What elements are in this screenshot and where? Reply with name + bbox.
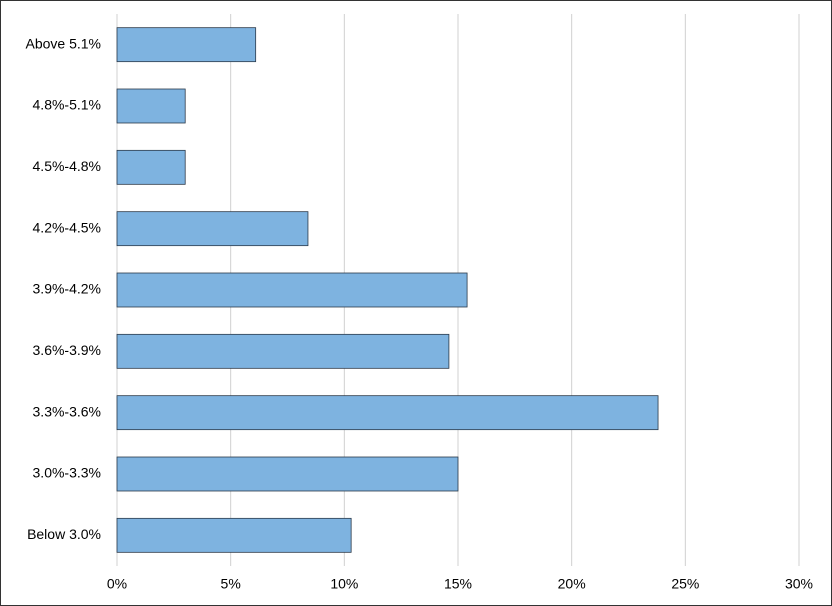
bar xyxy=(116,517,352,553)
bar xyxy=(116,88,186,124)
y-tick-label: 3.0%-3.3% xyxy=(33,465,101,481)
y-tick-label: 4.5%-4.8% xyxy=(33,158,101,174)
y-tick-label: 4.2%-4.5% xyxy=(33,219,101,235)
y-tick-label: Above 5.1% xyxy=(26,35,102,51)
bar xyxy=(116,27,257,63)
x-tick-label: 20% xyxy=(558,576,586,592)
bar xyxy=(116,211,309,247)
x-tick-label: 10% xyxy=(330,576,358,592)
y-tick-label: Below 3.0% xyxy=(27,526,101,542)
bar xyxy=(116,333,450,369)
x-tick-label: 30% xyxy=(785,576,813,592)
bar xyxy=(116,272,468,308)
x-tick-label: 0% xyxy=(107,576,127,592)
bar xyxy=(116,149,186,185)
y-tick-label: 3.9%-4.2% xyxy=(33,281,101,297)
y-tick-label: 4.8%-5.1% xyxy=(33,97,101,113)
y-tick-label: 3.6%-3.9% xyxy=(33,342,101,358)
x-tick-label: 5% xyxy=(221,576,241,592)
x-tick-label: 15% xyxy=(444,576,472,592)
x-tick-label: 25% xyxy=(671,576,699,592)
bar xyxy=(116,456,459,492)
bar xyxy=(116,395,659,431)
y-tick-label: 3.3%-3.6% xyxy=(33,403,101,419)
